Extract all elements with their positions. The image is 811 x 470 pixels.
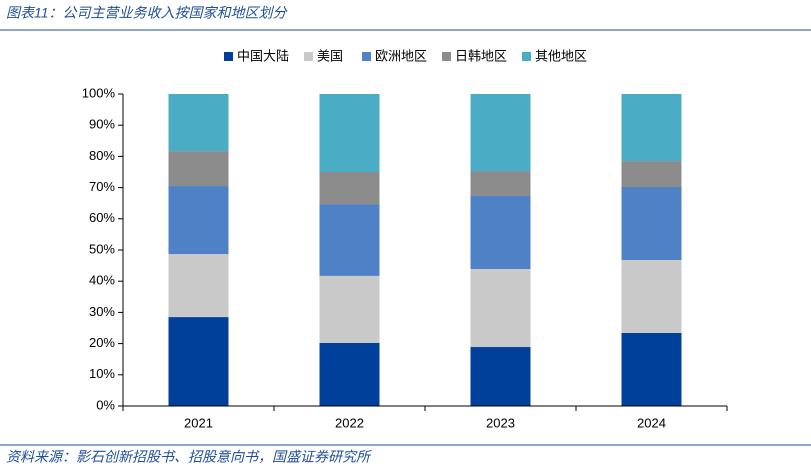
bar-segment bbox=[319, 204, 380, 276]
bar-segment bbox=[168, 94, 229, 152]
x-tick-label: 2022 bbox=[335, 415, 364, 430]
x-tick-label: 2021 bbox=[184, 415, 213, 430]
bar-segment bbox=[168, 151, 229, 187]
bar-segment bbox=[621, 332, 682, 406]
bar-segment bbox=[470, 269, 531, 348]
bar-segment bbox=[319, 342, 380, 406]
legend-label: 欧洲地区 bbox=[375, 48, 427, 63]
bar-segment bbox=[319, 94, 380, 172]
legend-swatch bbox=[304, 52, 313, 61]
legend-label: 中国大陆 bbox=[237, 48, 289, 63]
legend-swatch bbox=[224, 52, 233, 61]
y-tick-label: 30% bbox=[89, 304, 115, 319]
bar-segment bbox=[319, 275, 380, 343]
y-tick-label: 0% bbox=[96, 397, 115, 412]
bar-segment bbox=[470, 196, 531, 270]
bar-segment bbox=[470, 171, 531, 197]
legend-swatch bbox=[362, 52, 371, 61]
legend-swatch bbox=[522, 52, 531, 61]
bar-segment bbox=[168, 186, 229, 255]
bar-segment bbox=[621, 259, 682, 333]
y-tick-label: 90% bbox=[89, 117, 115, 132]
x-tick-label: 2024 bbox=[637, 415, 666, 430]
legend-label: 美国 bbox=[317, 48, 343, 63]
y-tick-label: 50% bbox=[89, 241, 115, 256]
bar-segment bbox=[470, 347, 531, 406]
bar-segment bbox=[168, 254, 229, 318]
chart-title: 图表11：公司主营业务收入按国家和地区划分 bbox=[6, 5, 289, 21]
bar-segment bbox=[470, 94, 531, 172]
x-tick-label: 2023 bbox=[486, 415, 515, 430]
y-tick-label: 80% bbox=[89, 148, 115, 163]
y-tick-label: 10% bbox=[89, 366, 115, 381]
legend-label: 其他地区 bbox=[535, 48, 587, 63]
y-tick-label: 20% bbox=[89, 335, 115, 350]
y-tick-label: 100% bbox=[82, 85, 116, 100]
bar-segment bbox=[621, 186, 682, 260]
y-tick-label: 40% bbox=[89, 273, 115, 288]
bar-segment bbox=[319, 172, 380, 205]
y-tick-label: 70% bbox=[89, 179, 115, 194]
bar-segment bbox=[621, 94, 682, 162]
legend-swatch bbox=[442, 52, 451, 61]
bar-segment bbox=[168, 317, 229, 406]
bar-segment bbox=[621, 161, 682, 187]
legend-label: 日韩地区 bbox=[455, 48, 507, 63]
y-tick-label: 60% bbox=[89, 210, 115, 225]
source-note: 资料来源：影石创新招股书、招股意向书，国盛证券研究所 bbox=[6, 449, 372, 465]
